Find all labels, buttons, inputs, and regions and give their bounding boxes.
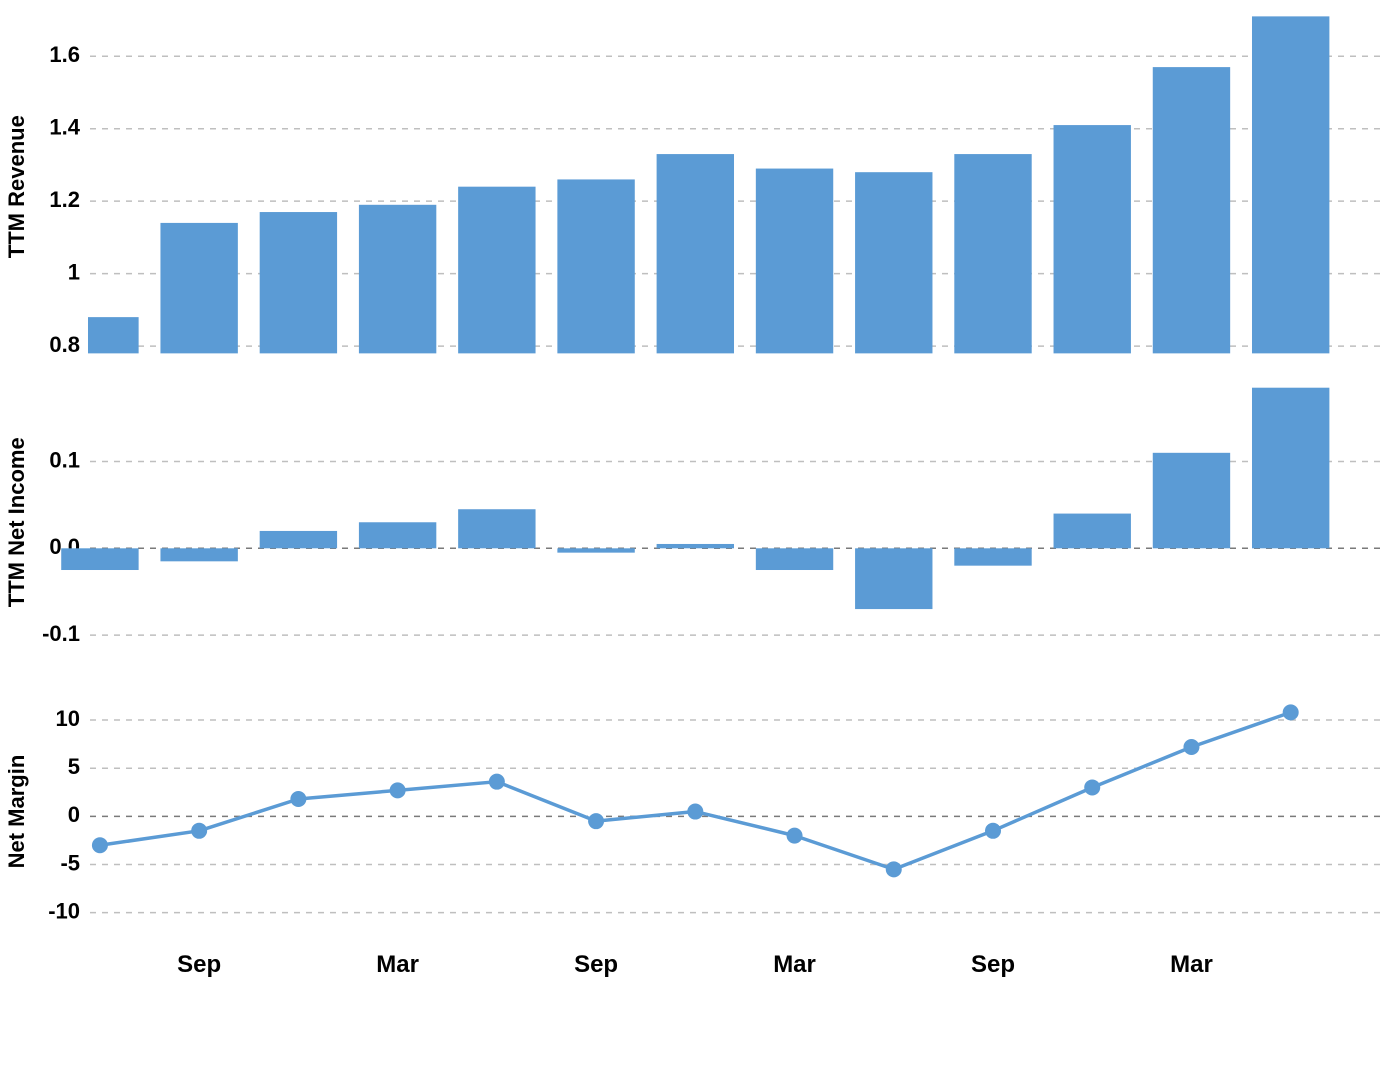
bar [1252,388,1329,549]
x-tick-label: Mar [1170,951,1213,978]
marker [489,774,505,790]
marker [1183,739,1199,755]
marker [588,813,604,829]
y-tick-label: 1 [68,259,80,284]
bar [160,548,237,561]
y-tick-label: -10 [48,898,80,923]
x-tick-label: Sep [574,951,618,978]
financial-multipanel-chart: 0.811.21.41.6TTM Revenue-0.10.00.1TTM Ne… [0,0,1400,1076]
y-tick-label: 1.2 [49,187,80,212]
x-tick-label: Sep [177,951,221,978]
y-tick-label: 0 [68,802,80,827]
marker [191,823,207,839]
marker [390,782,406,798]
bar [657,544,734,548]
y-tick-label: 0.8 [49,332,80,357]
bar [855,548,932,609]
bar [458,509,535,548]
bar [756,548,833,570]
y-axis-title: TTM Revenue [4,115,29,258]
bar [61,548,138,570]
x-tick-label: Sep [971,951,1015,978]
x-tick-label: Mar [773,951,816,978]
y-tick-label: 1.6 [49,42,80,67]
y-tick-label: 5 [68,754,80,779]
y-tick-label: -0.1 [42,621,80,646]
marker [687,804,703,820]
x-tick-label: Mar [376,951,419,978]
marker [92,837,108,853]
y-tick-label: 0.1 [49,447,80,472]
marker [1084,779,1100,795]
y-axis-title: Net Margin [4,755,29,869]
y-tick-label: 10 [56,706,80,731]
marker [1283,704,1299,720]
bar [359,522,436,548]
marker [985,823,1001,839]
bar [260,531,337,548]
y-tick-label: -5 [60,850,80,875]
bar [1054,514,1131,549]
marker [290,791,306,807]
marker [787,828,803,844]
y-tick-label: 1.4 [49,115,80,140]
marker [886,861,902,877]
y-axis-title: TTM Net Income [4,437,29,607]
bar [1153,453,1230,548]
bar [557,548,634,552]
bar [954,548,1031,565]
